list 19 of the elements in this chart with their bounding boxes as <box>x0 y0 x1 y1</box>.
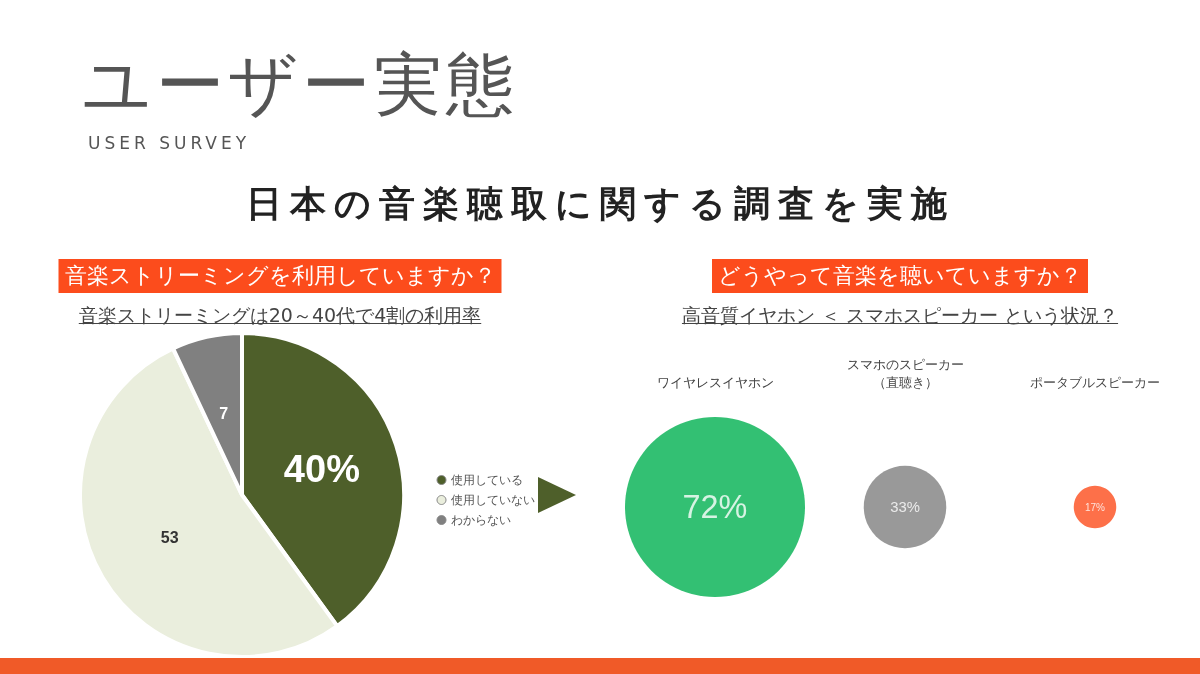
text: USER SURVEY <box>88 133 251 153</box>
legend-label: 使用している <box>451 473 523 487</box>
text: 高音質イヤホン ＜ スマホスピーカー という状況？ <box>681 303 1119 328</box>
legend-label: 使用していない <box>451 493 535 507</box>
data-label: 53 <box>160 529 179 547</box>
data-label: 33% <box>890 499 920 515</box>
text: ユーザー実態 <box>82 44 518 126</box>
category-label: ポータブルスピーカー <box>1030 374 1160 390</box>
data-label: 7 <box>219 404 229 422</box>
text: 日本の音楽聴取に関する調査を実施 <box>244 182 956 226</box>
category-label: ワイヤレスイヤホン <box>656 374 774 390</box>
data-label: 72% <box>682 489 748 525</box>
chart-title: 音楽ストリーミングを利用していますか？ <box>58 259 502 293</box>
data-label: 40% <box>283 448 360 491</box>
text: どうやって音楽を聴いていますか？ <box>712 259 1088 293</box>
data-label: 17% <box>1084 501 1106 513</box>
chart-subtitle: 音楽ストリーミングは20～40代で4割の利用率 <box>78 303 482 328</box>
legend-label: わからない <box>451 513 511 527</box>
category-label: スマホのスピーカー（直聴き） <box>846 356 964 390</box>
